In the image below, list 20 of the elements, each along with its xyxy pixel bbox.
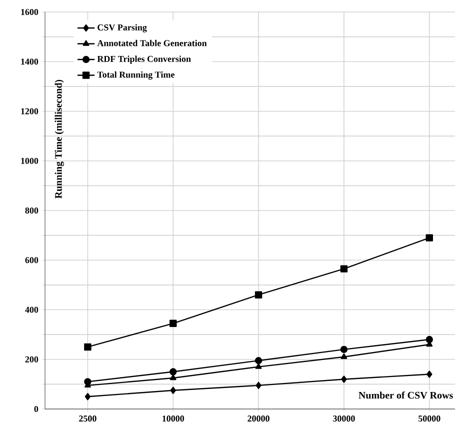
y-tick-label: 1400 xyxy=(21,58,38,65)
legend-label: Annotated Table Generation xyxy=(97,40,207,46)
x-tick-label: 2500 xyxy=(79,416,96,422)
legend-label: Total Running Time xyxy=(97,71,174,80)
y-tick-label: 1600 xyxy=(21,8,38,16)
x-tick-label: 10000 xyxy=(162,416,184,422)
x-tick-label: 30000 xyxy=(333,416,355,422)
x-axis-title: Number of CSV Rows xyxy=(358,392,453,399)
y-tick-label: 200 xyxy=(25,356,38,362)
y-axis-title: Running Time (millisecond) xyxy=(54,80,64,199)
y-tick-label: 400 xyxy=(25,306,38,313)
legend-label: CSV Parsing xyxy=(98,24,147,32)
y-tick-label: 600 xyxy=(25,257,38,264)
y-tick-label: 1200 xyxy=(21,108,38,114)
x-tick-label: 50000 xyxy=(418,416,440,422)
x-tick-label: 20000 xyxy=(248,416,270,422)
legend-label: RDF Triples Conversion xyxy=(97,56,191,64)
y-tick-label: 1000 xyxy=(21,158,38,164)
y-tick-label: 800 xyxy=(25,207,38,214)
y-tick-label: 0 xyxy=(34,406,38,412)
